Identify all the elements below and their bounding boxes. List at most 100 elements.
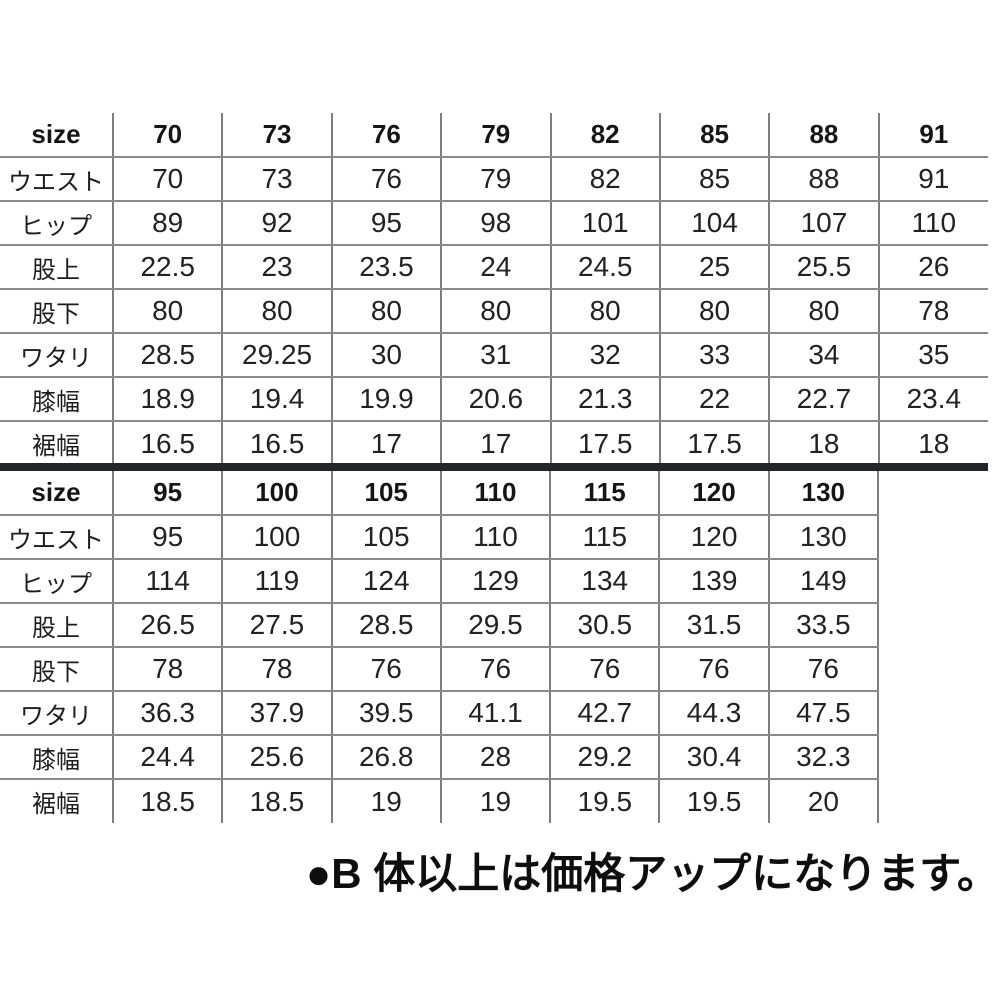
row-label: 股上 (0, 245, 113, 290)
measurement-cell: 70 (111, 157, 223, 202)
measurement-cell: 33.5 (767, 603, 880, 648)
measurement-cell: 107 (768, 201, 879, 246)
measurement-cell: 26.5 (111, 603, 223, 648)
measurement-cell: 29.25 (221, 333, 332, 378)
price-note: ●B 体以上は価格アップになります。 (305, 850, 999, 897)
measurement-cell: 29.2 (549, 735, 660, 780)
measurement-cell: 19.5 (549, 779, 660, 823)
measurement-cell: 17.5 (658, 421, 770, 465)
measurement-cell: 149 (767, 559, 880, 604)
measurement-cell: 76 (549, 647, 660, 692)
row-label: 股上 (0, 603, 113, 648)
measurement-cell: 36.3 (111, 691, 223, 736)
measurement-cell: 95 (111, 515, 223, 560)
measurement-cell: 28 (439, 735, 551, 780)
measurement-row: ワタリ 28.5 29.25 30 31 32 33 34 35 (0, 333, 988, 378)
measurement-cell: 82 (549, 157, 660, 202)
measurement-cell: 76 (330, 157, 442, 202)
measurement-cell: 80 (658, 289, 770, 334)
measurement-cell: 18 (768, 421, 879, 465)
measurement-cell: 16.5 (111, 421, 223, 465)
measurement-cell: 19.9 (330, 377, 442, 422)
measurement-cell: 33 (658, 333, 770, 378)
measurement-row: 股下 80 80 80 80 80 80 80 78 (0, 289, 988, 334)
measurement-cell: 17 (440, 421, 551, 465)
size-column-header: 82 (549, 113, 660, 158)
size-column-header: 105 (330, 471, 441, 516)
measurement-cell: 26 (877, 245, 988, 290)
measurement-cell: 129 (439, 559, 551, 604)
size-column-header: 88 (768, 113, 879, 158)
size-column-header: 73 (221, 113, 332, 158)
measurement-cell: 32.3 (767, 735, 880, 780)
size-column-header: 110 (439, 471, 551, 516)
measurement-row: ヒップ 89 92 95 98 101 104 107 110 (0, 201, 988, 246)
measurement-cell: 91 (877, 157, 988, 202)
measurement-cell: 26.8 (330, 735, 441, 780)
measurement-cell: 23 (221, 245, 332, 290)
measurement-cell: 18.5 (221, 779, 332, 823)
header-row: size 95 100 105 110 115 120 130 (0, 471, 880, 516)
measurement-cell: 32 (549, 333, 660, 378)
measurement-cell: 80 (221, 289, 332, 334)
measurement-cell: 134 (549, 559, 660, 604)
measurement-cell: 100 (221, 515, 332, 560)
measurement-cell: 114 (111, 559, 223, 604)
measurement-cell: 73 (221, 157, 332, 202)
measurement-cell: 19.4 (221, 377, 332, 422)
row-label: ワタリ (0, 691, 113, 736)
measurement-cell: 30 (330, 333, 442, 378)
measurement-cell: 19 (439, 779, 551, 823)
measurement-cell: 29.5 (439, 603, 551, 648)
table-divider (0, 463, 988, 471)
size-column-header: 70 (111, 113, 223, 158)
size-column-header: 85 (658, 113, 770, 158)
measurement-cell: 85 (658, 157, 770, 202)
measurement-cell: 30.4 (658, 735, 769, 780)
measurement-cell: 80 (549, 289, 660, 334)
measurement-cell: 31 (440, 333, 551, 378)
measurement-cell: 89 (111, 201, 223, 246)
measurement-cell: 30.5 (549, 603, 660, 648)
measurement-cell: 39.5 (330, 691, 441, 736)
measurement-cell: 80 (768, 289, 879, 334)
row-label: ワタリ (0, 333, 113, 378)
measurement-cell: 27.5 (221, 603, 332, 648)
measurement-row: 裾幅 16.5 16.5 17 17 17.5 17.5 18 18 (0, 421, 988, 465)
measurement-cell: 28.5 (111, 333, 223, 378)
measurement-cell: 16.5 (221, 421, 332, 465)
measurement-cell: 139 (658, 559, 769, 604)
row-label: 裾幅 (0, 421, 113, 465)
measurement-cell: 25.6 (221, 735, 332, 780)
measurement-cell: 25.5 (768, 245, 879, 290)
measurement-cell: 95 (330, 201, 442, 246)
measurement-cell: 19.5 (658, 779, 769, 823)
measurement-cell: 18.5 (111, 779, 223, 823)
size-column-header: 115 (549, 471, 660, 516)
measurement-cell: 105 (330, 515, 441, 560)
measurement-cell: 44.3 (658, 691, 769, 736)
size-column-header: 91 (877, 113, 988, 158)
measurement-cell: 104 (658, 201, 770, 246)
measurement-row: ウエスト 95 100 105 110 115 120 130 (0, 515, 880, 560)
measurement-cell: 76 (658, 647, 769, 692)
measurement-cell: 28.5 (330, 603, 441, 648)
measurement-cell: 101 (549, 201, 660, 246)
size-column-header: 79 (440, 113, 551, 158)
measurement-cell: 24.4 (111, 735, 223, 780)
measurement-cell: 92 (221, 201, 332, 246)
measurement-cell: 78 (221, 647, 332, 692)
row-label: ウエスト (0, 157, 113, 202)
measurement-row: 膝幅 18.9 19.4 19.9 20.6 21.3 22 22.7 23.4 (0, 377, 988, 422)
measurement-cell: 76 (767, 647, 880, 692)
measurement-row: 膝幅 24.4 25.6 26.8 28 29.2 30.4 32.3 (0, 735, 880, 780)
row-label: 裾幅 (0, 779, 113, 823)
measurement-cell: 80 (111, 289, 223, 334)
size-column-header: 95 (111, 471, 223, 516)
size-column-header: 76 (330, 113, 442, 158)
row-label: 膝幅 (0, 735, 113, 780)
header-row: size 70 73 76 79 82 85 88 91 (0, 113, 988, 158)
measurement-cell: 130 (767, 515, 880, 560)
measurement-cell: 47.5 (767, 691, 880, 736)
measurement-cell: 31.5 (658, 603, 769, 648)
